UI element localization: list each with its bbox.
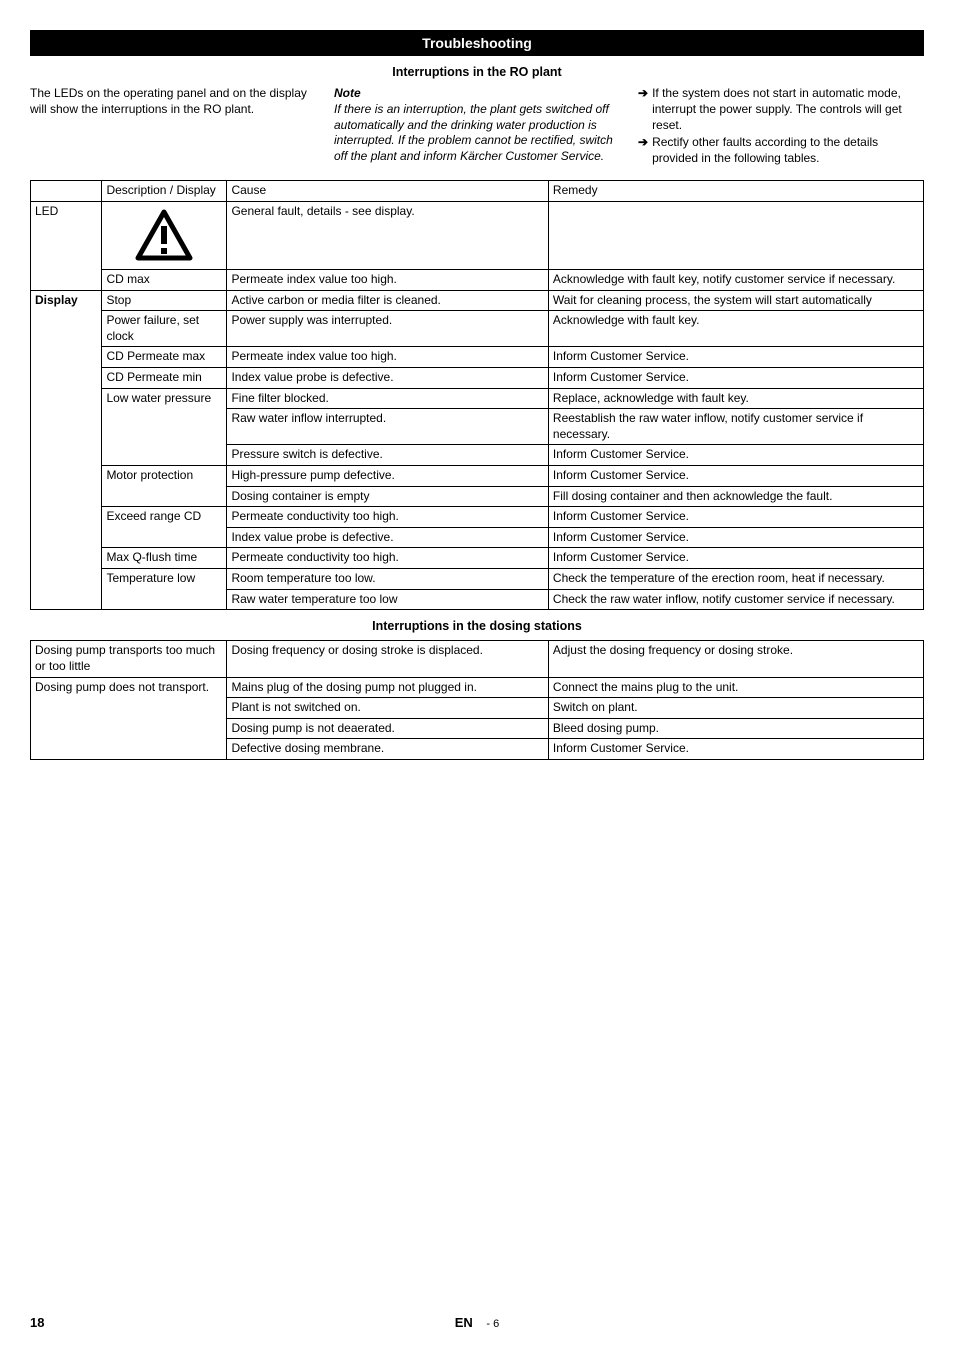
col1-text: The LEDs on the operating panel and on t…: [30, 86, 307, 116]
cause-cell: Fine filter blocked.: [227, 388, 548, 409]
table-row: Low water pressure Fine filter blocked. …: [31, 388, 924, 409]
col-1: The LEDs on the operating panel and on t…: [30, 86, 316, 168]
table-row: CD Permeate min Index value probe is def…: [31, 367, 924, 388]
table-row: LED General fault, details - see display…: [31, 202, 924, 270]
remedy-cell: Bleed dosing pump.: [548, 718, 923, 739]
desc-cell: Low water pressure: [102, 388, 227, 465]
cause-cell: Room temperature too low.: [227, 568, 548, 589]
remedy-cell: Inform Customer Service.: [548, 739, 923, 760]
desc-cell: Power failure, set clock: [102, 311, 227, 347]
desc-cell: Stop: [102, 290, 227, 311]
led-label: LED: [31, 202, 102, 291]
remedy-cell: Inform Customer Service.: [548, 527, 923, 548]
table-row: Power failure, set clock Power supply wa…: [31, 311, 924, 347]
remedy-cell: Connect the mains plug to the unit.: [548, 677, 923, 698]
header-remedy: Remedy: [548, 181, 923, 202]
remedy-cell: Inform Customer Service.: [548, 507, 923, 528]
desc-cell: CD max: [102, 270, 227, 291]
desc-cell: Motor protection: [102, 465, 227, 506]
remedy-cell: Replace, acknowledge with fault key.: [548, 388, 923, 409]
remedy-cell: Acknowledge with fault key.: [548, 311, 923, 347]
warning-icon-cell: [102, 202, 227, 270]
bullet2-text: Rectify other faults according to the de…: [652, 135, 924, 166]
sub-page: - 6: [486, 1318, 499, 1330]
header-cause: Cause: [227, 181, 548, 202]
cause-cell: High-pressure pump defective.: [227, 465, 548, 486]
cause-cell: Index value probe is defective.: [227, 527, 548, 548]
footer-center: EN - 6: [455, 1315, 500, 1332]
cause-cell: General fault, details - see display.: [227, 202, 548, 270]
cause-cell: Mains plug of the dosing pump not plugge…: [227, 677, 548, 698]
subheading-ro: Interruptions in the RO plant: [30, 64, 924, 80]
table-row: Dosing pump does not transport. Mains pl…: [31, 677, 924, 698]
table-row: Exceed range CD Permeate conductivity to…: [31, 507, 924, 528]
cause-cell: Active carbon or media filter is cleaned…: [227, 290, 548, 311]
header-desc: Description / Display: [102, 181, 227, 202]
subheading-dosing: Interruptions in the dosing stations: [30, 618, 924, 634]
cause-cell: Pressure switch is defective.: [227, 445, 548, 466]
remedy-cell: Adjust the dosing frequency or dosing st…: [548, 641, 923, 677]
cause-cell: Index value probe is defective.: [227, 367, 548, 388]
cause-cell: Permeate conductivity too high.: [227, 507, 548, 528]
col-2: Note If there is an interruption, the pl…: [334, 86, 620, 168]
remedy-cell: Wait for cleaning process, the system wi…: [548, 290, 923, 311]
desc-cell: Temperature low: [102, 568, 227, 609]
desc-cell: Max Q-flush time: [102, 548, 227, 569]
remedy-cell: Check the temperature of the erection ro…: [548, 568, 923, 589]
desc-cell: Dosing pump transports too much or too l…: [31, 641, 227, 677]
bullet-2: ➔ Rectify other faults according to the …: [638, 135, 924, 166]
warning-icon: [134, 208, 194, 263]
remedy-cell: Fill dosing container and then acknowled…: [548, 486, 923, 507]
remedy-cell: Inform Customer Service.: [548, 445, 923, 466]
bullet-1: ➔ If the system does not start in automa…: [638, 86, 924, 133]
footer: 18 EN - 6: [30, 1315, 924, 1332]
cause-cell: Raw water inflow interrupted.: [227, 409, 548, 445]
remedy-cell: Inform Customer Service.: [548, 367, 923, 388]
remedy-cell: Inform Customer Service.: [548, 465, 923, 486]
table-row: Max Q-flush time Permeate conductivity t…: [31, 548, 924, 569]
table-row: Temperature low Room temperature too low…: [31, 568, 924, 589]
lang-code: EN: [455, 1315, 473, 1330]
table-ro: Description / Display Cause Remedy LED G…: [30, 180, 924, 610]
remedy-cell: Switch on plant.: [548, 698, 923, 719]
cause-cell: Permeate index value too high.: [227, 270, 548, 291]
remedy-cell: [548, 202, 923, 270]
arrow-icon: ➔: [638, 135, 648, 151]
page-number: 18: [30, 1315, 44, 1332]
remedy-cell: Reestablish the raw water inflow, notify…: [548, 409, 923, 445]
table-row: Motor protection High-pressure pump defe…: [31, 465, 924, 486]
arrow-icon: ➔: [638, 86, 648, 102]
cause-cell: Dosing frequency or dosing stroke is dis…: [227, 641, 548, 677]
desc-cell: CD Permeate min: [102, 367, 227, 388]
table-header-row: Description / Display Cause Remedy: [31, 181, 924, 202]
remedy-cell: Inform Customer Service.: [548, 347, 923, 368]
table-row: CD max Permeate index value too high. Ac…: [31, 270, 924, 291]
cause-cell: Dosing container is empty: [227, 486, 548, 507]
table-row: Dosing pump transports too much or too l…: [31, 641, 924, 677]
note-body: If there is an interruption, the plant g…: [334, 102, 613, 163]
cause-cell: Plant is not switched on.: [227, 698, 548, 719]
remedy-cell: Check the raw water inflow, notify custo…: [548, 589, 923, 610]
header-blank: [31, 181, 102, 202]
note-label: Note: [334, 86, 361, 100]
intro-columns: The LEDs on the operating panel and on t…: [30, 86, 924, 168]
display-label: Display: [31, 290, 102, 610]
remedy-cell: Inform Customer Service.: [548, 548, 923, 569]
bullet1-text: If the system does not start in automati…: [652, 86, 924, 133]
section-title: Troubleshooting: [30, 30, 924, 56]
table-dosing: Dosing pump transports too much or too l…: [30, 640, 924, 760]
cause-cell: Defective dosing membrane.: [227, 739, 548, 760]
col-3: ➔ If the system does not start in automa…: [638, 86, 924, 168]
desc-cell: CD Permeate max: [102, 347, 227, 368]
table-row: Display Stop Active carbon or media filt…: [31, 290, 924, 311]
cause-cell: Raw water temperature too low: [227, 589, 548, 610]
table-row: CD Permeate max Permeate index value too…: [31, 347, 924, 368]
desc-cell: Exceed range CD: [102, 507, 227, 548]
cause-cell: Dosing pump is not deaerated.: [227, 718, 548, 739]
desc-cell: Dosing pump does not transport.: [31, 677, 227, 759]
cause-cell: Power supply was interrupted.: [227, 311, 548, 347]
remedy-cell: Acknowledge with fault key, notify custo…: [548, 270, 923, 291]
cause-cell: Permeate index value too high.: [227, 347, 548, 368]
cause-cell: Permeate conductivity too high.: [227, 548, 548, 569]
